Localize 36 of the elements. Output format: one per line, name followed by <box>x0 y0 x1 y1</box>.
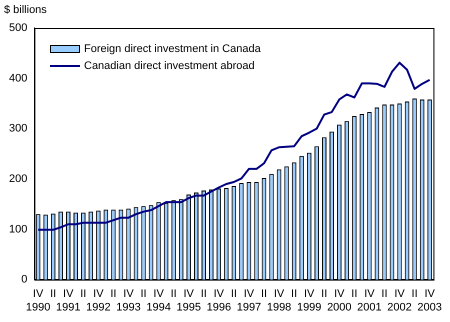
x-tick-label: IV 1991 <box>56 288 80 314</box>
x-tick-label: IV 1995 <box>176 288 201 314</box>
x-tick-label: II <box>351 288 358 300</box>
x-tick-label: IV 2000 <box>327 288 352 314</box>
y-tick-label: 200 <box>8 172 28 185</box>
x-tick-label: IV 2001 <box>357 288 382 314</box>
x-tick-label: II <box>170 288 177 300</box>
x-tick-label: II <box>80 288 86 300</box>
y-tick-label: 100 <box>8 223 28 236</box>
x-tick-label: IV 1998 <box>266 288 292 314</box>
x-tick-label: II <box>291 288 298 300</box>
x-tick-label: II <box>381 288 388 300</box>
x-tick-label: IV 1992 <box>86 288 111 314</box>
x-tick-label: II <box>50 288 56 300</box>
legend-label: Canadian direct investment abroad <box>84 60 255 72</box>
y-tick-label: 400 <box>8 72 28 84</box>
x-tick-label: II <box>110 288 116 300</box>
x-tick-label: II <box>200 288 207 300</box>
x-tick-label: II <box>321 288 328 300</box>
x-tick-label: IV 2002 <box>387 288 412 314</box>
y-tick-label: 500 <box>8 22 28 34</box>
y-axis-title: $ billions <box>4 4 47 16</box>
x-tick-label: IV 1999 <box>296 288 322 314</box>
legend-label: Foreign direct investment in Canada <box>84 42 261 54</box>
x-tick-label: II <box>230 288 237 300</box>
x-tick-label: II <box>260 288 268 300</box>
y-tick-label: 0 <box>21 274 28 286</box>
x-tick-label: II <box>140 288 147 300</box>
x-tick-label: II <box>412 288 418 300</box>
y-tick-label: 300 <box>8 122 28 135</box>
x-tick-label: IV 1990 <box>26 288 50 314</box>
x-tick-label: IV 1997 <box>236 288 262 314</box>
x-tick-label: IV 1993 <box>116 288 141 314</box>
x-tick-label: IV 2003 <box>417 288 442 314</box>
x-tick-label: IV 1996 <box>206 288 232 314</box>
x-tick-label: IV 1994 <box>146 288 171 314</box>
